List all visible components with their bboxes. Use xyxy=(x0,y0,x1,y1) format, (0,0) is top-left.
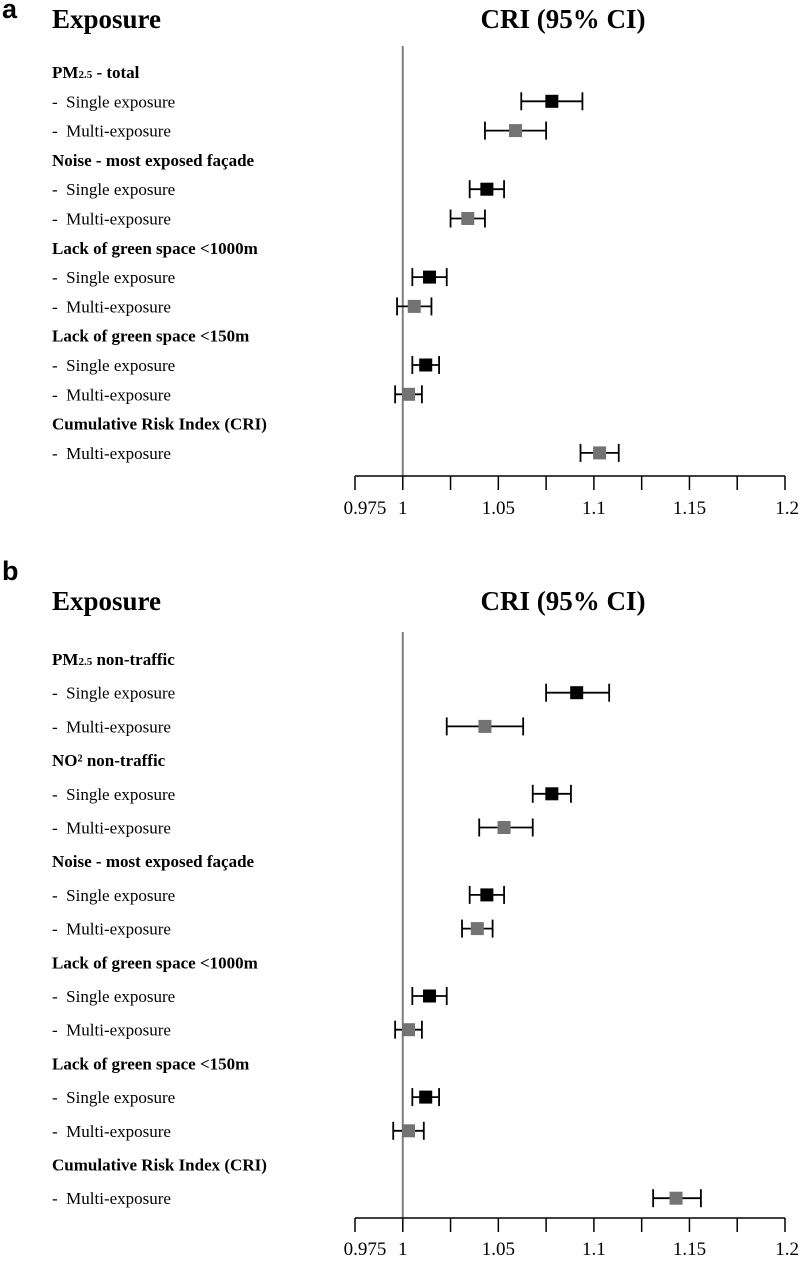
group-label: PM2.5 - total xyxy=(52,63,140,82)
point-estimate-marker xyxy=(545,94,559,108)
row-label: - Multi-exposure xyxy=(52,444,171,463)
group-label: Noise - most exposed façade xyxy=(52,852,255,871)
group-label: Cumulative Risk Index (CRI) xyxy=(52,415,267,434)
row-label: - Multi-exposure xyxy=(52,385,171,404)
group-label: Lack of green space <150m xyxy=(52,327,249,346)
x-tick-label: 1.1 xyxy=(582,498,606,519)
point-estimate-marker xyxy=(480,888,494,902)
x-tick-label: 1.15 xyxy=(673,1239,706,1260)
row-label: - Single exposure xyxy=(52,92,175,111)
point-estimate-marker xyxy=(402,387,416,401)
row-label: - Single exposure xyxy=(52,684,175,703)
column-header-exposure: Exposure xyxy=(52,4,161,34)
group-label: NO² non-traffic xyxy=(52,751,166,770)
row-label: - Multi-exposure xyxy=(52,819,171,838)
point-estimate-marker xyxy=(423,989,437,1003)
panel-label: a xyxy=(2,0,18,24)
x-tick-label: 0.975 xyxy=(344,498,387,519)
panel-b: b Exposure CRI (95% CI) PM2.5 non-traffic - … xyxy=(2,556,799,1260)
x-tick-label: 1.15 xyxy=(673,498,706,519)
row-label: - Single exposure xyxy=(52,785,175,804)
point-estimate-marker xyxy=(419,358,433,372)
row-label: - Multi-exposure xyxy=(52,1122,171,1141)
x-tick-label: 1.2 xyxy=(775,498,799,519)
point-estimate-marker xyxy=(407,299,421,313)
row-label: - Multi-exposure xyxy=(52,210,171,229)
group-label: Lack of green space <1000m xyxy=(52,239,258,258)
column-header-cri: CRI (95% CI) xyxy=(481,4,646,34)
row-label: - Single exposure xyxy=(52,1088,175,1107)
point-estimate-marker xyxy=(478,719,492,733)
row-label: - Single exposure xyxy=(52,268,175,287)
point-estimate-marker xyxy=(545,787,559,801)
point-estimate-marker xyxy=(470,922,484,936)
column-header-exposure: Exposure xyxy=(52,586,161,616)
point-estimate-marker xyxy=(669,1191,683,1205)
point-estimate-marker xyxy=(419,1090,433,1104)
row-label: - Single exposure xyxy=(52,356,175,375)
point-estimate-marker xyxy=(570,686,584,700)
group-label: Lack of green space <1000m xyxy=(52,953,258,972)
group-label: Lack of green space <150m xyxy=(52,1054,249,1073)
point-estimate-marker xyxy=(461,212,475,225)
x-tick-label: 1 xyxy=(398,498,408,519)
x-tick-label: 0.975 xyxy=(344,1239,387,1260)
row-label: - Multi-exposure xyxy=(52,1189,171,1208)
row-label: - Multi-exposure xyxy=(52,717,171,736)
group-label: Noise - most exposed façade xyxy=(52,151,255,170)
panel-label: b xyxy=(2,556,19,586)
x-tick-label: 1.05 xyxy=(482,498,515,519)
row-label: - Multi-exposure xyxy=(52,122,171,141)
row-label: - Multi-exposure xyxy=(52,920,171,939)
x-tick-label: 1.2 xyxy=(775,1239,799,1260)
row-label: - Single exposure xyxy=(52,886,175,905)
row-label: - Single exposure xyxy=(52,987,175,1006)
point-estimate-marker xyxy=(509,124,523,138)
row-label: - Single exposure xyxy=(52,180,175,199)
point-estimate-marker xyxy=(423,270,437,284)
point-estimate-marker xyxy=(402,1124,416,1138)
point-estimate-marker xyxy=(593,446,607,460)
point-estimate-marker xyxy=(497,821,511,834)
column-header-cri: CRI (95% CI) xyxy=(481,586,646,616)
point-estimate-marker xyxy=(480,182,494,196)
x-tick-label: 1.1 xyxy=(582,1239,606,1260)
x-tick-label: 1 xyxy=(398,1239,408,1260)
group-label: Cumulative Risk Index (CRI) xyxy=(52,1156,267,1175)
panel-a: a Exposure CRI (95% CI) PM2.5 - total - Sing… xyxy=(2,0,799,519)
point-estimate-marker xyxy=(402,1023,416,1037)
group-label: PM2.5 non-traffic xyxy=(52,650,175,669)
x-tick-label: 1.05 xyxy=(482,1239,515,1260)
row-label: - Multi-exposure xyxy=(52,1021,171,1040)
row-label: - Multi-exposure xyxy=(52,297,171,316)
